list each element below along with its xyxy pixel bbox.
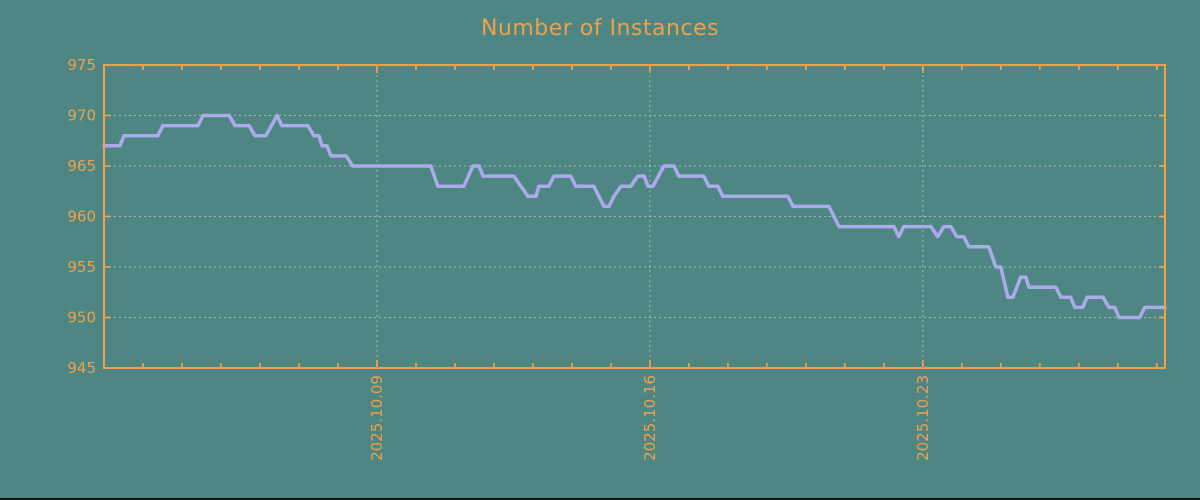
y-tick-label: 970	[67, 107, 96, 125]
x-tick-label: 2025.10.16	[641, 375, 659, 461]
y-tick-label: 965	[67, 157, 96, 175]
y-tick-label: 955	[67, 258, 96, 276]
y-tick-label: 945	[67, 359, 96, 377]
plot-border	[103, 64, 1166, 369]
y-tick-label: 960	[67, 208, 96, 226]
y-tick-label: 975	[67, 56, 96, 74]
y-tick-label: 950	[67, 309, 96, 327]
bottom-edge-strip	[0, 498, 1200, 500]
x-tick-label: 2025.10.09	[368, 375, 386, 461]
chart-title: Number of Instances	[480, 16, 720, 41]
series-line	[102, 113, 1167, 320]
x-tick-label: 2025.10.23	[914, 375, 932, 461]
